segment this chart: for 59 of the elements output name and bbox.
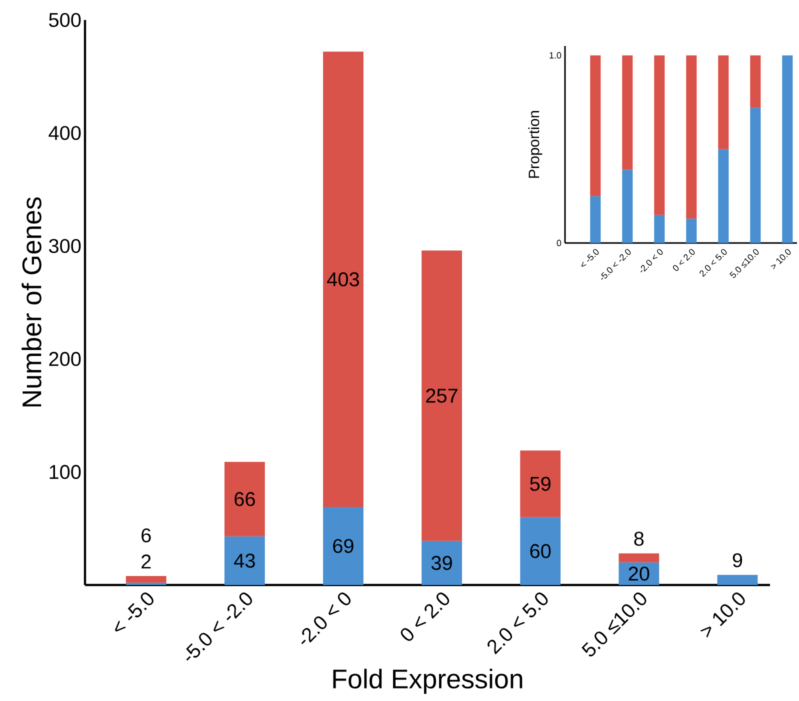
- y-tick-label: 200: [49, 352, 81, 366]
- y-tick-label: 1.0: [550, 52, 562, 59]
- data-label: 8: [634, 532, 644, 546]
- y-axis-title: Proportion: [528, 110, 542, 178]
- x-tick-label: < -5.0: [581, 249, 599, 267]
- y-tick-label: 100: [50, 464, 81, 480]
- bar: [718, 149, 729, 243]
- data-label: 6: [142, 528, 151, 542]
- data-label: 403: [327, 272, 359, 286]
- data-label: 69: [333, 538, 354, 554]
- y-axis-title: Number of Genes: [22, 197, 42, 406]
- bar: [323, 507, 364, 585]
- bar: [686, 218, 697, 243]
- data-label: 59: [530, 476, 550, 491]
- bar: [590, 196, 601, 243]
- x-tick-label: > 10.0: [770, 249, 791, 270]
- bar: [422, 250, 462, 541]
- bar: [224, 536, 265, 585]
- bar: [323, 52, 364, 508]
- x-tick-label: 2.0 < 5.0: [488, 592, 548, 654]
- x-tick-label: -5.0 < -2.0: [601, 249, 631, 280]
- bar: [686, 55, 697, 219]
- data-label: 66: [234, 492, 255, 506]
- data-label: 2: [142, 554, 151, 568]
- bar: [520, 450, 561, 518]
- x-tick-label: 0 < 2.0: [400, 592, 450, 641]
- data-label: 9: [732, 553, 742, 568]
- bar: [224, 462, 265, 536]
- y-tick-label: 300: [49, 238, 81, 254]
- x-tick-label: -2.0 < 0: [301, 592, 351, 644]
- y-tick-label: 0: [556, 240, 562, 246]
- x-tick-label: > 10.0: [700, 592, 745, 638]
- bar: [520, 517, 561, 585]
- bar: [750, 55, 761, 108]
- bar: [590, 55, 601, 196]
- data-label: 257: [426, 388, 458, 403]
- bar: [622, 170, 633, 243]
- bar: [126, 576, 166, 583]
- bar: [718, 55, 729, 150]
- x-axis-title: Fold Expression: [333, 668, 522, 694]
- y-tick-label: 400: [48, 126, 81, 140]
- x-tick-label: < -5.0: [114, 592, 154, 632]
- bar: [782, 55, 793, 243]
- data-label: 43: [234, 554, 255, 568]
- data-label: 20: [628, 566, 650, 581]
- bar: [717, 574, 758, 585]
- y-tick-label: 500: [49, 12, 81, 28]
- bar: [750, 108, 761, 243]
- x-tick-label: 2.0 < 5.0: [700, 249, 727, 277]
- bar: [622, 55, 633, 170]
- bar: [422, 540, 462, 585]
- bar: [654, 55, 665, 215]
- bar: [618, 553, 660, 562]
- x-tick-label: -2.0 < 0: [640, 249, 663, 272]
- x-tick-label: 0 < 2.0: [672, 249, 695, 271]
- bar: [654, 214, 665, 243]
- data-label: 39: [431, 556, 452, 570]
- x-tick-label: -5.0 < -2.0: [186, 592, 252, 661]
- data-label: 60: [530, 544, 551, 558]
